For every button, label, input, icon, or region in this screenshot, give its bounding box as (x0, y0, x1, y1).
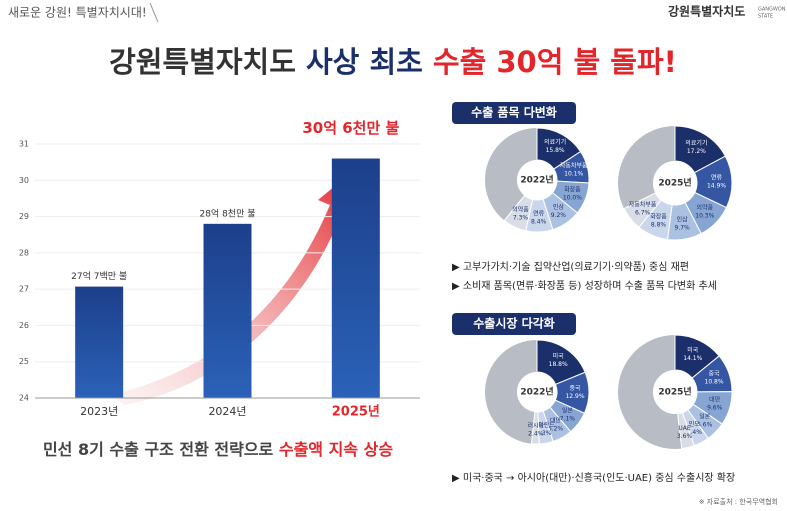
slice-label: 중국 (709, 370, 721, 377)
slice-label: 면류 (711, 174, 723, 182)
bar (331, 158, 380, 398)
slice-label: 면류 (533, 209, 545, 217)
logo: 강원특별자치도 (668, 4, 745, 19)
slice-label: 대만 (550, 417, 562, 425)
y-tick-label: 27 (19, 285, 29, 294)
section-header (452, 102, 576, 124)
source: ※ 자료출처 : 한국무역협회 (699, 497, 778, 506)
bullet: ▶ 미국·중국 → 아시아(대만)·신흥국(인도·UAE) 중심 수출시장 확장 (452, 471, 735, 484)
slice-label: 일본 (562, 406, 574, 414)
slice-value: 8.8% (651, 222, 667, 229)
slice-label: 자동차부품 (560, 162, 588, 170)
slice-value: 10.1% (564, 171, 583, 178)
donut-center: 2022년 (520, 386, 553, 398)
slice-value: 3.6% (677, 433, 693, 440)
slice-value: 6.7% (635, 209, 651, 216)
slice-label: UAE (678, 425, 690, 432)
bullet: ▶ 고부가가치·기술 집약산업(의료기기·의약품) 중심 재편 (452, 260, 689, 273)
donut-hole (517, 160, 557, 200)
slice-label: 의약품 (697, 203, 714, 211)
slice-value: 17.2% (687, 148, 706, 155)
slice-value: 10.0% (563, 194, 582, 201)
slice-value: 14.1% (683, 355, 702, 362)
y-tick-label: 25 (19, 357, 29, 366)
slice-value: 7.3% (513, 215, 529, 222)
slice-label: 인삼 (677, 215, 689, 223)
x-tick-label: 2025년 (332, 405, 380, 420)
slice-value: 8.4% (531, 218, 547, 225)
bullet-text: 고부가가치·기술 집약산업(의료기기·의약품) 중심 재편 (463, 260, 689, 273)
donut-hole (653, 370, 697, 414)
slogan: 새로운 강원! 특별자치시대! (8, 6, 147, 20)
slice-label: 중국 (569, 385, 581, 392)
title-part: 강원특별자치도 (109, 45, 306, 79)
slice-value: 14.9% (707, 183, 726, 190)
donut-hole (653, 161, 697, 205)
donut-center: 2022년 (520, 174, 553, 186)
caption-part: 수출액 지속 상승 (279, 440, 393, 459)
slice-value: 2.4% (528, 430, 544, 437)
y-tick-label: 31 (19, 140, 29, 149)
slice-label: 인도 (689, 421, 701, 428)
x-tick-label: 2023년 (80, 405, 118, 418)
caption: 민선 8기 수출 구조 전환 전략으로 수출액 지속 상승 (43, 440, 393, 459)
donut-center: 2025년 (658, 177, 691, 189)
slice-value: 6.2% (548, 426, 564, 433)
growth-arrow (110, 172, 356, 405)
slice-value: 15.8% (546, 147, 565, 154)
slice-label: 미국 (553, 352, 565, 360)
slice-value: 4.4% (687, 429, 703, 436)
section-header (452, 313, 576, 335)
title-part: 수출 30억 불 돌파! (433, 45, 677, 79)
title-part: 사상 최초 (306, 45, 433, 79)
slice-value: 9.2% (551, 212, 567, 219)
slice-label: 의료기기 (685, 139, 707, 147)
x-tick-label: 2024년 (208, 405, 246, 418)
bullet-text: 미국·중국 → 아시아(대만)·신흥국(인도·UAE) 중심 수출시장 확장 (463, 471, 735, 484)
slice-value: 10.3% (695, 212, 714, 219)
slice-value: 9.6% (707, 405, 723, 412)
slice-label: 자동차부품 (629, 200, 657, 208)
divider (149, 2, 159, 23)
slice-label: 화장품 (564, 185, 581, 193)
slice-value: 18.8% (549, 361, 568, 368)
slice-value: 9.7% (675, 224, 691, 231)
y-tick-label: 26 (19, 321, 29, 330)
title: 강원특별자치도 사상 최초 수출 30억 불 돌파! (109, 45, 677, 79)
slice-value: 5.6% (697, 421, 713, 428)
donut-center: 2025년 (658, 386, 691, 398)
y-tick-label: 24 (19, 394, 29, 403)
bar (75, 286, 124, 398)
y-tick-label: 28 (19, 248, 29, 257)
slice-value: 10.8% (705, 378, 724, 385)
bar (203, 223, 252, 398)
section-title: 수출시장 다각화 (473, 316, 554, 331)
value-label: 30억 6천만 불 (302, 119, 399, 137)
slice-label: 일본 (699, 412, 711, 420)
value-label: 28억 8천만 불 (199, 207, 255, 219)
slice-value: 7.1% (560, 415, 576, 422)
value-label: 27억 7백만 불 (71, 270, 127, 282)
y-tick-label: 30 (19, 176, 29, 185)
donut-hole (517, 372, 557, 412)
caption-part: 민선 8기 수출 구조 전환 전략으로 (43, 440, 279, 459)
logo-sub: STATE (758, 14, 773, 20)
slice-value: 4.3% (536, 430, 552, 437)
bullet: ▶ 소비재 품목(면류·화장품 등) 성장하며 수출 품목 다변화 추세 (452, 279, 717, 292)
y-tick-label: 29 (19, 212, 29, 221)
slice-value: 12.9% (565, 393, 584, 400)
slice-label: 러시아 (528, 421, 545, 429)
logo-sub: GANGWON (758, 7, 786, 13)
slice-label: 화장품 (650, 213, 667, 221)
slice-label: 대만 (709, 396, 721, 404)
slice-label: 의료기기 (544, 138, 566, 146)
bullet-text: 소비재 품목(면류·화장품 등) 성장하며 수출 품목 다변화 추세 (463, 279, 717, 292)
section-title: 수출 품목 다변화 (471, 105, 557, 120)
slice-label: 의약품 (512, 206, 529, 214)
slice-label: 네덜란드 (533, 421, 556, 429)
slice-label: 인삼 (553, 203, 565, 211)
slice-label: 미국 (687, 346, 699, 354)
